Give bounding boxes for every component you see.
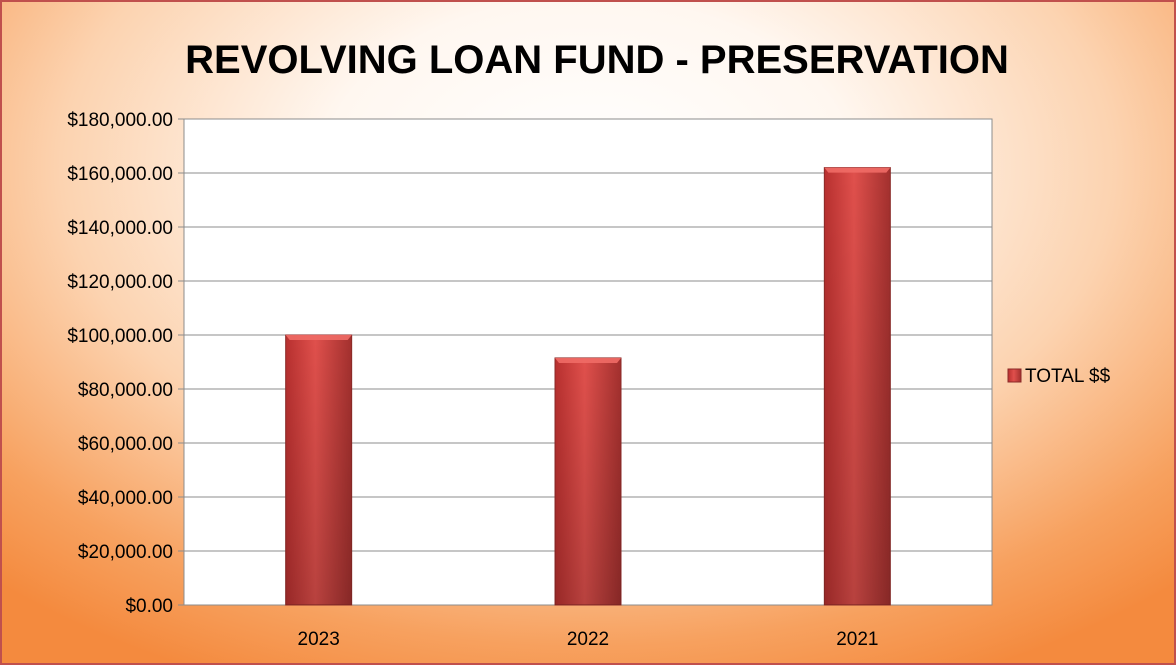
y-axis: $0.00 $20,000.00 $40,000.00 $60,000.00 $80,0… xyxy=(67,110,173,617)
y-tick-label: $160,000.00 xyxy=(67,164,173,185)
bars xyxy=(285,167,891,606)
y-tick-label: $40,000.00 xyxy=(78,488,173,509)
y-tick-label: $60,000.00 xyxy=(78,434,173,455)
bar xyxy=(554,357,622,606)
legend: TOTAL $$ xyxy=(1007,366,1111,387)
bar xyxy=(285,334,353,606)
x-tick-label: 2022 xyxy=(567,629,609,650)
y-tick-label: $180,000.00 xyxy=(67,110,173,131)
y-tick-label: $0.00 xyxy=(125,596,173,617)
y-tick-label: $20,000.00 xyxy=(78,542,173,563)
legend-label: TOTAL $$ xyxy=(1025,366,1111,387)
y-tick-label: $140,000.00 xyxy=(67,218,173,239)
bar xyxy=(823,167,891,606)
chart-title: REVOLVING LOAN FUND - PRESERVATION xyxy=(185,38,1009,82)
y-tick-label: $120,000.00 xyxy=(67,272,173,293)
y-tick-label: $100,000.00 xyxy=(67,326,173,347)
x-tick-label: 2021 xyxy=(836,629,878,650)
x-tick-label: 2023 xyxy=(298,629,340,650)
y-tick-label: $80,000.00 xyxy=(78,380,173,401)
x-axis: 2023 2022 2021 xyxy=(298,629,879,650)
legend-swatch xyxy=(1007,368,1022,383)
